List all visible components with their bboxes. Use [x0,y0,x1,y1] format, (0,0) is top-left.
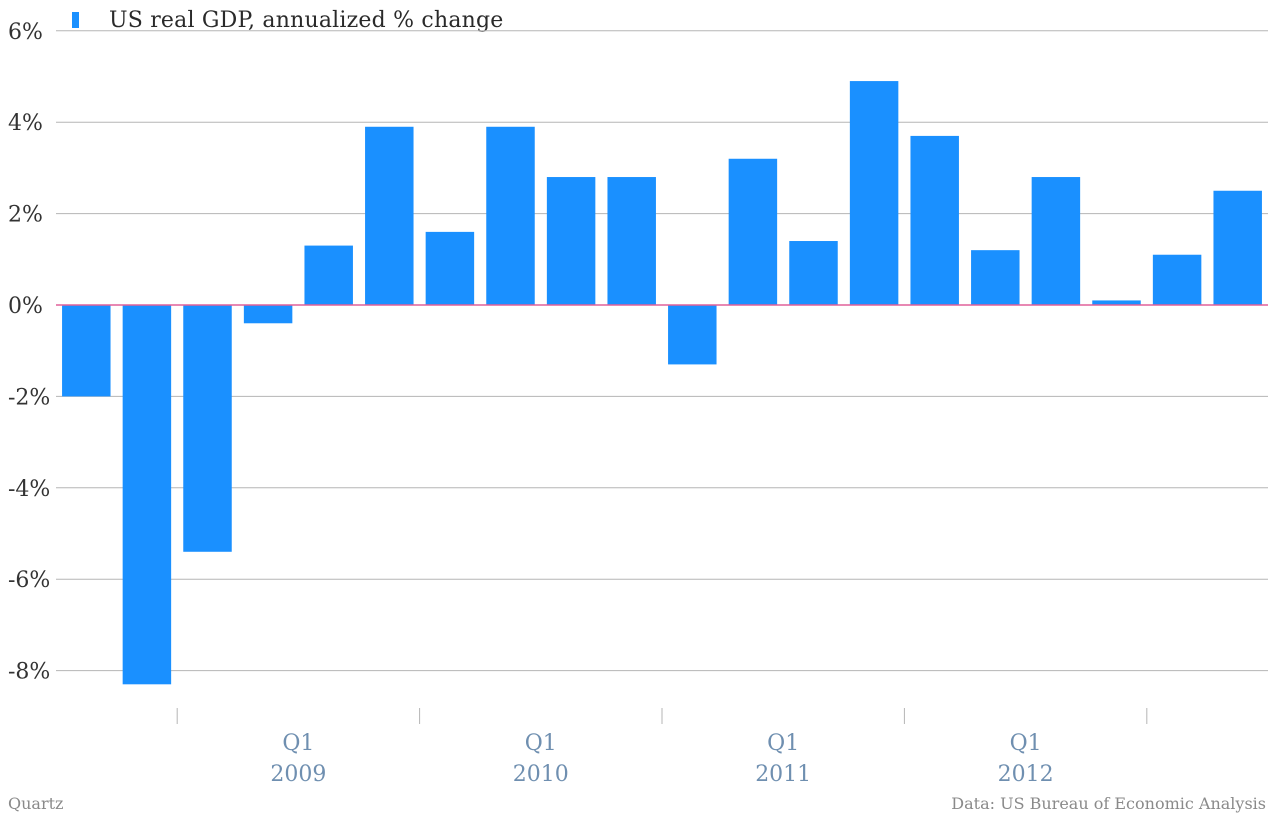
bar [1092,300,1141,305]
legend-swatch [72,12,79,28]
y-tick-label: 4% [8,111,43,136]
bar [971,250,1020,305]
x-tick-label-quarter: Q1 [282,731,314,756]
bar [62,305,111,397]
x-tick-label-quarter: Q1 [1010,731,1042,756]
bar [607,177,656,305]
x-tick-label-year: 2012 [998,762,1054,787]
y-tick-label: -6% [8,568,50,593]
bar [789,241,838,305]
y-tick-label: -4% [8,477,50,502]
bar [546,177,596,305]
bar [243,305,293,324]
data-source: Data: US Bureau of Economic Analysis [951,794,1266,813]
y-tick-label: -8% [8,660,50,685]
x-tick-label-year: 2009 [270,762,326,787]
bar [910,135,959,305]
chart-legend: US real GDP, annualized % change [72,6,504,34]
y-tick-label: 0% [8,294,43,319]
bar [365,126,414,306]
bar [668,305,717,365]
bar [849,81,899,305]
bar [1213,190,1262,305]
x-tick-label-quarter: Q1 [767,731,799,756]
y-tick-label: -2% [8,385,50,410]
bar [183,305,232,552]
x-tick-label-quarter: Q1 [525,731,557,756]
x-tick-label-year: 2011 [755,762,811,787]
bar [304,245,353,305]
bar [1152,254,1202,305]
y-tick-label: 6% [8,20,43,45]
y-tick-label: 2% [8,203,43,228]
bar [122,305,172,685]
bar [728,158,778,305]
bar [1031,177,1081,305]
credit-quartz: Quartz [8,794,64,813]
legend-label: US real GDP, annualized % change [109,7,504,33]
bar [486,126,535,306]
bar [425,231,475,305]
x-tick-label-year: 2010 [513,762,569,787]
